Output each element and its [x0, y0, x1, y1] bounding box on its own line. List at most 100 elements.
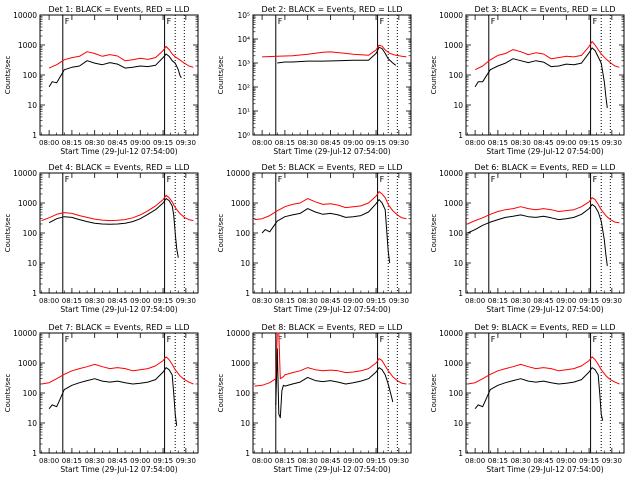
x-axis-label: Start Time (29-Jul-12 07:54:00): [60, 147, 177, 156]
y-tick-label: 10²: [237, 83, 250, 92]
series-line: [275, 348, 394, 419]
flag-mark: F: [593, 335, 598, 344]
y-tick-label: 1000: [444, 359, 463, 368]
x-tick-label: 09:30: [176, 297, 196, 305]
y-tick-label: 10000: [439, 169, 463, 178]
series-line: [41, 194, 194, 222]
y-tick-label: 1: [458, 449, 463, 458]
flag-mark: F: [380, 335, 385, 344]
x-tick-label: 08:00: [39, 457, 59, 465]
series-line: [48, 53, 182, 88]
x-tick-label: 08:15: [62, 139, 82, 147]
y-tick-label: 100: [23, 229, 38, 238]
panel-title: Det 5: BLACK = Events, RED = LLD: [262, 163, 403, 172]
flag-mark: F: [167, 335, 172, 344]
x-tick-label: 08:15: [275, 139, 295, 147]
y-tick-label: 100: [23, 71, 38, 80]
flag-mark: F: [167, 17, 172, 26]
y-axis-label: Counts/sec: [217, 56, 225, 95]
y-tick-label: 100: [23, 389, 38, 398]
y-tick-label: 1000: [18, 199, 37, 208]
panel-title: Det 9: BLACK = Events, RED = LLD: [475, 323, 616, 332]
series-line: [474, 47, 608, 108]
y-tick-label: 1000: [444, 41, 463, 50]
x-tick-label: 09:15: [153, 139, 173, 147]
x-tick-label: 08:00: [252, 457, 272, 465]
x-tick-label: 09:15: [153, 297, 173, 305]
x-tick-label: 08:30: [298, 457, 318, 465]
flag-mark: F: [593, 17, 598, 26]
y-tick-label: 1: [245, 289, 250, 298]
detector-panel: Det 4: BLACK = Events, RED = LLD 1 10 100 10…: [4, 163, 199, 314]
x-tick-label: 09:00: [556, 297, 576, 305]
series-line: [261, 199, 391, 264]
x-tick-label: 09:00: [130, 457, 150, 465]
y-tick-label: 1: [32, 449, 37, 458]
x-axis-label: Start Time (29-Jul-12 07:54:00): [60, 305, 177, 314]
y-tick-label: 1000: [444, 199, 463, 208]
detector-panel: Det 1: BLACK = Events, RED = LLD 1 10 100 10…: [4, 5, 199, 156]
y-tick-label: 1: [458, 131, 463, 140]
series-line: [48, 198, 179, 258]
x-tick-label: 08:30: [85, 139, 105, 147]
detector-panel: Det 7: BLACK = Events, RED = LLD 1 10 100 10…: [4, 323, 199, 474]
x-tick-label: 08:30: [298, 297, 318, 305]
x-tick-label: 09:30: [176, 139, 196, 147]
y-tick-label: 10¹: [237, 107, 250, 116]
x-tick-label: 08:45: [107, 297, 127, 305]
x-tick-label: 09:30: [389, 457, 409, 465]
x-tick-label: 09:15: [366, 139, 386, 147]
x-tick-label: 09:00: [343, 139, 363, 147]
flag-mark: F: [65, 335, 70, 344]
x-tick-label: 09:30: [602, 139, 622, 147]
x-tick-label: 08:15: [275, 457, 295, 465]
detector-panel: Det 8: BLACK = Events, RED = LLD 1 10 100 10…: [217, 323, 412, 474]
series-line: [467, 203, 608, 266]
x-axis-label: Start Time (29-Jul-12 07:54:00): [486, 147, 603, 156]
x-axis-label: Start Time (29-Jul-12 07:54:00): [486, 305, 603, 314]
detector-panel: Det 2: BLACK = Events, RED = LLD 10⁰ 10¹ 10…: [217, 5, 412, 156]
y-tick-label: 10: [240, 419, 250, 428]
x-tick-label: 08:45: [320, 297, 340, 305]
y-tick-label: 100: [236, 389, 251, 398]
series-line: [41, 356, 194, 385]
series-line: [474, 367, 604, 421]
y-tick-label: 10⁰: [237, 131, 250, 140]
x-tick-label: 09:15: [579, 457, 599, 465]
panel-title: Det 4: BLACK = Events, RED = LLD: [49, 163, 190, 172]
x-tick-label: 08:15: [62, 297, 82, 305]
y-axis-label: Counts/sec: [217, 374, 225, 413]
x-tick-label: 08:30: [511, 297, 531, 305]
y-axis-label: Counts/sec: [4, 214, 12, 253]
x-axis-label: Start Time (29-Jul-12 07:54:00): [273, 465, 390, 474]
x-tick-label: 08:45: [107, 139, 127, 147]
y-tick-label: 1000: [18, 359, 37, 368]
y-tick-label: 1: [32, 131, 37, 140]
y-tick-label: 10000: [226, 169, 250, 178]
x-tick-label: 08:30: [511, 139, 531, 147]
y-tick-label: 1000: [18, 41, 37, 50]
y-tick-label: 10000: [13, 11, 37, 20]
series-line: [254, 332, 407, 387]
y-axis-label: Counts/sec: [4, 374, 12, 413]
x-tick-label: 09:30: [389, 139, 409, 147]
x-tick-label: 08:15: [488, 139, 508, 147]
y-tick-label: 100: [449, 389, 464, 398]
series-line: [467, 197, 620, 225]
x-tick-label: 09:00: [556, 139, 576, 147]
panel-title: Det 6: BLACK = Events, RED = LLD: [475, 163, 616, 172]
flag-mark: F: [278, 175, 283, 184]
y-tick-label: 10: [27, 419, 37, 428]
x-axis-label: Start Time (29-Jul-12 07:54:00): [273, 147, 390, 156]
y-axis-label: Counts/sec: [430, 214, 438, 253]
x-tick-label: 09:30: [176, 457, 196, 465]
y-tick-label: 10⁴: [237, 35, 250, 44]
x-tick-label: 09:15: [366, 457, 386, 465]
flag-mark: F: [65, 17, 70, 26]
x-tick-label: 09:15: [579, 139, 599, 147]
x-tick-label: 09:30: [389, 297, 409, 305]
x-tick-label: 08:00: [39, 297, 59, 305]
y-tick-label: 1: [32, 289, 37, 298]
flag-mark: F: [278, 17, 283, 26]
